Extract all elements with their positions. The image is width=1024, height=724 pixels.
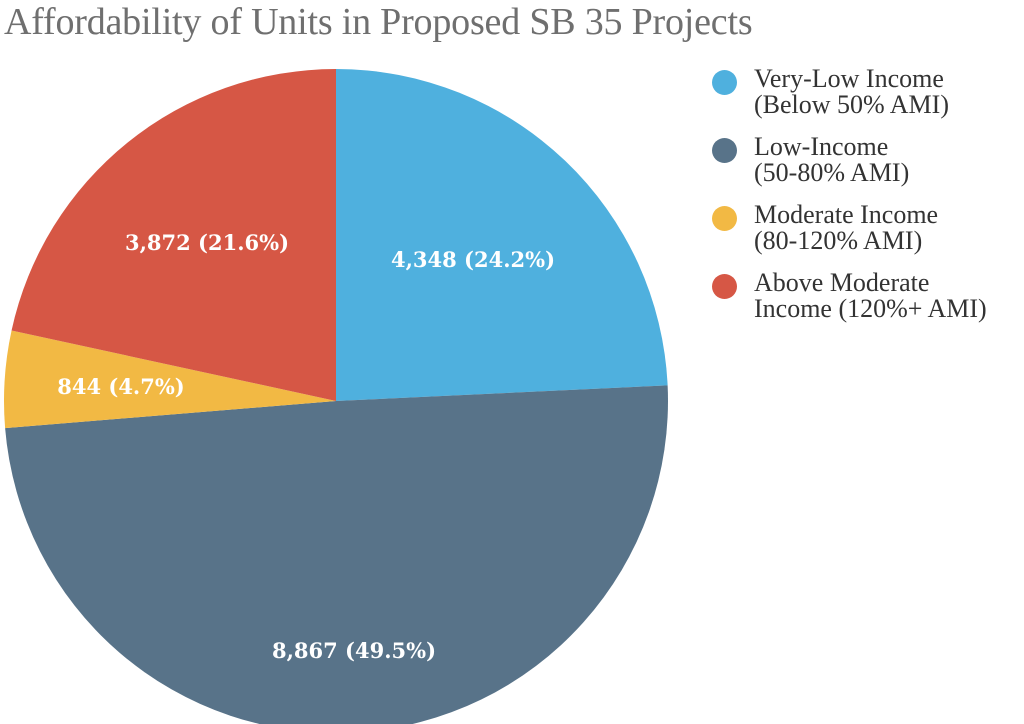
legend-item-moderate-income[interactable]: Moderate Income (80-120% AMI) [712,202,1024,254]
legend-item-very-low-income[interactable]: Very-Low Income (Below 50% AMI) [712,66,1024,118]
pie-slice-moderate-income[interactable] [3,330,337,429]
legend-item-low-income[interactable]: Low-Income (50-80% AMI) [712,134,1024,186]
chart-title: Affordability of Units in Proposed SB 35… [4,1,753,43]
legend-label: Above Moderate Income (120%+ AMI) [754,268,987,323]
legend: Very-Low Income (Below 50% AMI) Low-Inco… [712,66,1024,338]
slice-label-very-low-income: 4,348 (24.2%) [391,247,555,272]
pie-slice-very-low-income[interactable] [336,69,668,401]
legend-label: Very-Low Income (Below 50% AMI) [754,66,949,119]
legend-item-above-moderate-income[interactable]: Above Moderate Income (120%+ AMI) [712,270,1024,322]
legend-swatch-icon [712,274,737,299]
slice-label-low-income: 8,867 (49.5%) [272,638,436,663]
slice-label-moderate-income: 844 (4.7%) [57,374,185,399]
legend-swatch-icon [712,70,737,95]
legend-label: Low-Income (50-80% AMI) [754,132,910,187]
pie-slice-low-income[interactable] [5,385,668,724]
pie-slice-above-moderate-income[interactable] [11,69,336,401]
legend-swatch-icon [712,206,737,231]
slice-label-above-moderate-income: 3,872 (21.6%) [125,230,289,255]
legend-swatch-icon [712,138,737,163]
legend-label: Moderate Income (80-120% AMI) [754,200,939,255]
